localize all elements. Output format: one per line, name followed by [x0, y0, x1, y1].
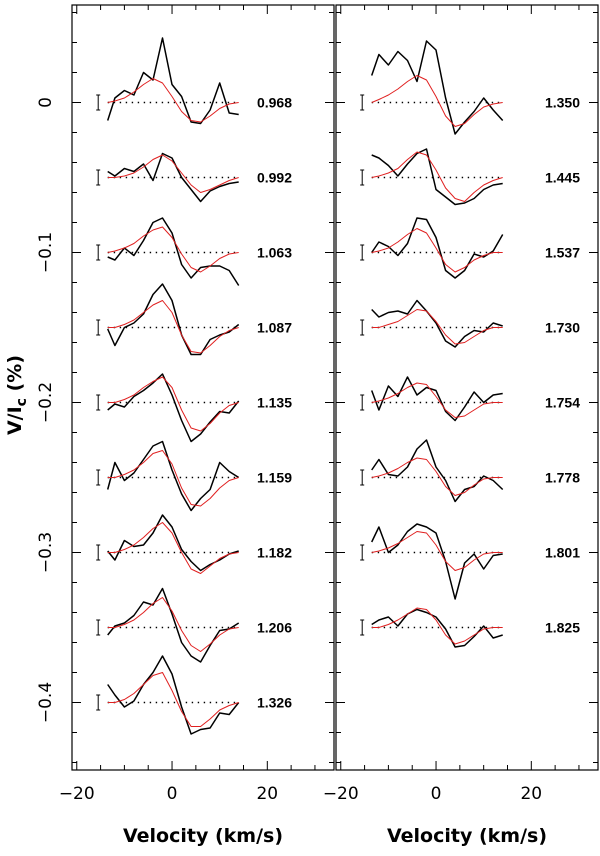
- y-tick-label: −0.2: [36, 382, 56, 423]
- observed-profile: [107, 217, 240, 286]
- model-profile: [107, 226, 239, 273]
- panel-frames: [71, 4, 599, 771]
- x-axis-label-right: Velocity (km/s): [387, 825, 547, 847]
- model-profile: [371, 607, 503, 645]
- phase-label: 1.087: [257, 320, 292, 336]
- profile-phase-0.992: 0.992: [96, 152, 292, 203]
- x-tick-label: −20: [323, 784, 359, 804]
- observed-profile: [371, 523, 503, 600]
- profile-series: 0.968 0.992 1.063 1.087 1.135 1.159 1.182 1.206…: [96, 37, 580, 735]
- phase-label: 1.825: [545, 620, 580, 636]
- profile-phase-1.206: 1.206: [96, 587, 292, 663]
- phase-label: 1.778: [545, 470, 580, 486]
- profile-phase-1.537: 1.537: [360, 217, 580, 279]
- model-profile: [371, 75, 503, 127]
- observed-profile: [371, 148, 503, 206]
- profile-phase-1.159: 1.159: [96, 440, 292, 512]
- x-axis-label-left: Velocity (km/s): [123, 825, 283, 847]
- profile-phase-1.825: 1.825: [360, 607, 580, 648]
- profile-phase-1.087: 1.087: [96, 283, 292, 356]
- profile-phase-1.801: 1.801: [360, 523, 580, 600]
- model-profile: [107, 78, 239, 123]
- observed-profile: [107, 373, 240, 443]
- profile-phase-1.063: 1.063: [96, 217, 292, 286]
- panel-frame-right: [335, 4, 599, 771]
- model-profile: [371, 531, 503, 571]
- observed-profile: [371, 608, 503, 648]
- profile-phase-1.445: 1.445: [360, 148, 580, 206]
- observed-profile: [106, 37, 239, 125]
- observed-profile: [371, 217, 504, 279]
- model-profile: [107, 300, 239, 354]
- x-tick-label: 20: [256, 784, 278, 804]
- model-profile: [107, 522, 239, 574]
- y-tick-label: 0: [36, 97, 56, 108]
- phase-label: 1.730: [545, 320, 580, 336]
- phase-label: 1.182: [257, 545, 292, 561]
- model-profile: [107, 154, 239, 193]
- panel-frame-left: [71, 4, 335, 771]
- model-profile: [371, 309, 503, 345]
- observed-profile: [371, 299, 503, 348]
- y-tick-label: −0.3: [36, 532, 56, 573]
- phase-label: 1.801: [545, 545, 580, 561]
- profile-phase-1.754: 1.754: [360, 376, 580, 422]
- model-profile: [371, 228, 503, 273]
- phase-label: 1.445: [545, 170, 580, 186]
- profile-phase-1.778: 1.778: [360, 439, 580, 503]
- model-profile: [371, 457, 503, 496]
- observed-profile: [107, 655, 240, 735]
- phase-label: 0.992: [257, 170, 292, 186]
- phase-label: 1.754: [545, 395, 580, 411]
- phase-label: 1.063: [257, 245, 292, 261]
- observed-profile: [107, 283, 240, 356]
- model-profile: [107, 376, 239, 432]
- profile-phase-1.350: 1.350: [360, 40, 580, 135]
- model-profile: [371, 151, 503, 202]
- y-tick-label: −0.1: [36, 232, 56, 273]
- observed-profile: [370, 376, 503, 422]
- x-tick-label: −20: [59, 784, 95, 804]
- model-profile: [107, 450, 239, 507]
- y-tick-label: −0.4: [36, 682, 56, 723]
- x-tick-label: 0: [167, 784, 178, 804]
- model-profile: [371, 382, 503, 418]
- phase-label: 0.968: [257, 95, 292, 111]
- axes: −20 0 20 0 −0.1 −0.2 −0.3 −0.4 −20 0 20: [36, 5, 598, 804]
- profile-phase-1.326: 1.326: [96, 655, 292, 735]
- profile-phase-1.730: 1.730: [360, 299, 580, 348]
- y-axis-label: V/Ic (%): [4, 355, 30, 435]
- observed-profile: [370, 40, 504, 135]
- observed-profile: [107, 514, 239, 572]
- phase-label: 1.206: [257, 620, 292, 636]
- observed-profile: [107, 152, 239, 203]
- model-profile: [107, 672, 239, 727]
- observed-profile: [107, 587, 240, 663]
- phase-label: 1.135: [257, 395, 292, 411]
- x-tick-label: 20: [520, 784, 542, 804]
- profile-phase-1.135: 1.135: [96, 373, 292, 443]
- phase-label: 1.326: [257, 695, 292, 711]
- x-tick-label: 0: [431, 784, 442, 804]
- profile-phase-0.968: 0.968: [96, 37, 292, 125]
- profile-phase-1.182: 1.182: [96, 514, 292, 574]
- observed-profile: [371, 439, 504, 503]
- phase-label: 1.537: [545, 245, 580, 261]
- phase-label: 1.350: [545, 95, 580, 111]
- observed-profile: [106, 440, 240, 512]
- model-profile: [107, 597, 239, 652]
- phase-label: 1.159: [257, 470, 292, 486]
